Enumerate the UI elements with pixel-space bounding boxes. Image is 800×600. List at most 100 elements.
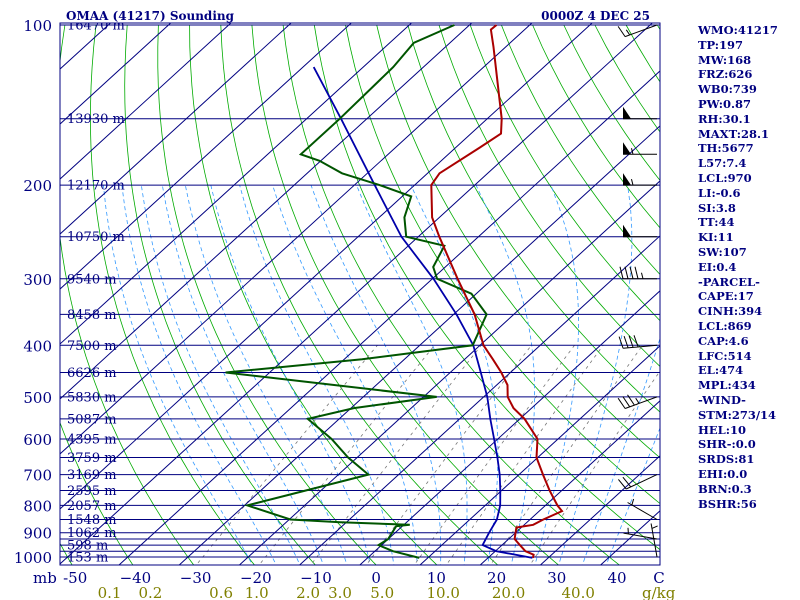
pressure-tick-label: 600 bbox=[23, 431, 52, 449]
isotherm-line bbox=[60, 23, 654, 565]
height-label: 1062 m bbox=[67, 526, 117, 541]
moist-adiabat-line bbox=[140, 185, 301, 565]
stat-item: PW:0.87 bbox=[698, 96, 752, 111]
dry-adiabat-group bbox=[60, 24, 660, 565]
wind-barb-pennant bbox=[623, 173, 631, 186]
isotherm-line bbox=[0, 1, 15, 569]
stat-item: STM:273/14 bbox=[698, 407, 777, 422]
stat-item: EL:474 bbox=[698, 363, 744, 378]
height-label: 2057 m bbox=[67, 499, 117, 514]
moist-adiabat-line bbox=[103, 185, 254, 565]
dry-adiabat-line bbox=[124, 24, 316, 565]
wind-barb bbox=[627, 498, 658, 520]
dry-adiabat-line bbox=[60, 421, 134, 565]
pressure-tick-label: 500 bbox=[23, 389, 52, 407]
moist-adiabat-line bbox=[210, 185, 371, 565]
mixing-ratio-tick-label: 2.0 bbox=[296, 584, 320, 600]
moist-adiabat-line bbox=[310, 184, 442, 565]
temperature-tick-label: 0 bbox=[371, 569, 381, 587]
mixing-ratio-line bbox=[310, 345, 482, 565]
stat-item: MW:168 bbox=[698, 52, 752, 67]
isobar-group bbox=[60, 24, 660, 558]
height-label: 13930 m bbox=[67, 112, 125, 127]
wind-barb-feather bbox=[622, 476, 632, 488]
stat-item: TP:197 bbox=[698, 37, 744, 52]
height-label: 2595 m bbox=[67, 484, 117, 499]
wind-barb-half-feather bbox=[631, 178, 634, 186]
stat-item: TT:44 bbox=[698, 215, 735, 230]
stat-item: SI:3.8 bbox=[698, 200, 736, 215]
height-label: 3759 m bbox=[67, 451, 117, 466]
isotherm-line bbox=[298, 235, 660, 565]
wind-barb-feather bbox=[623, 335, 629, 348]
pressure-tick-label: 900 bbox=[23, 525, 52, 543]
wind-barb bbox=[623, 142, 657, 155]
dry-adiabat-line bbox=[189, 24, 438, 565]
parcel-trace bbox=[312, 66, 533, 559]
wind-barb-feather bbox=[617, 26, 626, 37]
temperature-unit-label: C bbox=[653, 569, 664, 587]
mixing-ratio-tick-label: 40.0 bbox=[561, 584, 594, 600]
temperature-tick-label: -50 bbox=[63, 569, 87, 587]
stat-item: WMO:41217 bbox=[698, 23, 778, 37]
height-label: 5087 m bbox=[67, 412, 117, 427]
isotherm-line bbox=[238, 180, 660, 565]
height-label: 8458 m bbox=[67, 308, 117, 323]
moist-adiabat-group bbox=[103, 184, 660, 565]
wind-barb-feather bbox=[633, 335, 639, 348]
wind-barb-feather bbox=[618, 336, 624, 349]
stat-item: EI:0.4 bbox=[698, 259, 737, 274]
wind-barb-feather bbox=[627, 394, 635, 406]
height-label: 12170 m bbox=[67, 179, 125, 194]
wind-barb bbox=[619, 266, 657, 280]
mixing-ratio-tick-label: 0.1 bbox=[98, 584, 122, 600]
isotherm-line bbox=[539, 455, 660, 565]
wind-barb-half-feather bbox=[631, 148, 634, 155]
stat-item: LCL:970 bbox=[698, 170, 752, 185]
stat-item: TH:5677 bbox=[698, 141, 754, 156]
isotherm-line bbox=[60, 23, 292, 235]
pressure-tick-label: 700 bbox=[23, 467, 52, 485]
wind-barb-staff bbox=[624, 396, 658, 409]
stat-item: BRN:0.3 bbox=[698, 481, 752, 496]
wind-barb-feather bbox=[629, 266, 634, 279]
chart-background-lines: 16470 m 13930 m 12170 m 10750 m 9540 m 8458 m… bbox=[0, 1, 660, 569]
plot-frame bbox=[59, 22, 661, 566]
dry-adiabat-line bbox=[251, 24, 560, 565]
moist-adiabat-line bbox=[581, 337, 660, 565]
moist-adiabat-line bbox=[558, 185, 633, 565]
wind-barb-pennant bbox=[623, 224, 631, 237]
wind-barb-pennant bbox=[623, 106, 631, 119]
height-label: 3169 m bbox=[67, 468, 117, 483]
dry-adiabat-line bbox=[345, 24, 660, 505]
wind-barb-staff bbox=[627, 502, 658, 520]
isotherm-line bbox=[60, 23, 593, 510]
isotherm-line bbox=[60, 23, 413, 345]
pressure-tick-label: 400 bbox=[23, 337, 52, 355]
stat-item: CINH:394 bbox=[698, 304, 763, 319]
stat-item: FRZ:626 bbox=[698, 67, 753, 82]
temperature-tick-label: 20 bbox=[487, 569, 506, 587]
stat-item: HEL:10 bbox=[698, 422, 746, 437]
wind-barb-staff bbox=[650, 523, 658, 558]
height-label: 9540 m bbox=[67, 272, 117, 287]
wind-barb-half-feather bbox=[635, 397, 640, 404]
height-label-group: 16470 m 13930 m 12170 m 10750 m 9540 m 8458 m… bbox=[67, 23, 125, 565]
temperature-tick-label: −20 bbox=[240, 569, 272, 587]
stat-item: SW:107 bbox=[698, 244, 747, 259]
wind-barb-staff bbox=[623, 344, 658, 349]
temperature-tick-label: −30 bbox=[180, 569, 212, 587]
isotherm-line bbox=[60, 23, 353, 290]
moist-adiabat-line bbox=[605, 426, 660, 565]
stat-item: SHR-:0.0 bbox=[698, 437, 756, 452]
temperature-tick-label: 10 bbox=[427, 569, 446, 587]
stat-item: LI:-0.6 bbox=[698, 185, 741, 200]
dry-adiabat-line bbox=[220, 24, 499, 565]
mixing-ratio-tick-label: 1.0 bbox=[245, 584, 269, 600]
pressure-tick-label: 100 bbox=[23, 17, 52, 35]
wind-barb bbox=[617, 24, 658, 38]
stat-item: SRDS:81 bbox=[698, 452, 755, 467]
wind-barb bbox=[623, 106, 657, 120]
moist-adiabat-line bbox=[272, 184, 418, 565]
